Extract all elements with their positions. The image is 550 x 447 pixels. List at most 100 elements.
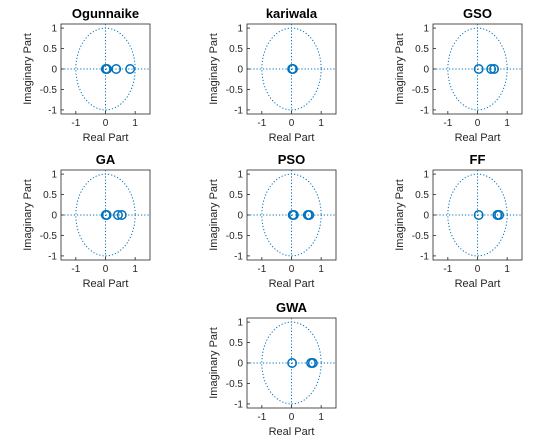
y-axis-label: Imaginary Part <box>22 179 34 251</box>
subplot-title: Ogunnaike <box>72 6 139 21</box>
y-tick-label: 1 <box>51 170 57 181</box>
x-tick-label: 1 <box>504 118 510 129</box>
x-axis-label: Real Part <box>269 132 315 144</box>
y-tick-label: -0.5 <box>226 379 244 390</box>
x-tick-label: -1 <box>443 118 452 129</box>
y-tick-label: 0 <box>423 65 429 76</box>
y-tick-label: 0 <box>237 65 243 76</box>
subplot-title: GSO <box>463 6 492 21</box>
zero-marker <box>116 210 127 220</box>
x-axis-label: Real Part <box>83 132 129 144</box>
subplot-1: -1 0 1 1 0.5 0 -0.5 -1 kariwala Real Part Imaginar… <box>208 6 337 144</box>
y-tick-label: 1 <box>237 170 243 181</box>
y-tick-label: 0.5 <box>43 190 57 201</box>
zero-marker <box>113 210 123 220</box>
zero-marker <box>125 64 136 74</box>
y-tick-label: -0.5 <box>226 231 244 242</box>
subplot-title: GA <box>96 152 116 167</box>
x-tick-label: -1 <box>443 264 452 275</box>
y-tick-label: 0 <box>237 359 243 370</box>
x-tick-label: 1 <box>132 118 138 129</box>
x-axis-label: Real Part <box>455 132 501 144</box>
y-tick-label: 1 <box>51 24 57 35</box>
y-tick-label: 1 <box>423 24 429 35</box>
y-axis-label: Imaginary Part <box>394 33 406 105</box>
zero-marker <box>287 358 298 368</box>
x-tick-label: 0 <box>475 264 481 275</box>
y-tick-label: 0 <box>51 65 57 76</box>
y-tick-label: 0.5 <box>415 44 429 55</box>
x-tick-label: 1 <box>318 118 324 129</box>
y-tick-label: 0.5 <box>229 44 243 55</box>
x-tick-label: -1 <box>257 412 266 423</box>
y-tick-label: 1 <box>237 24 243 35</box>
subplot-5: -1 0 1 1 0.5 0 -0.5 -1 FF Real Part Imaginary Part <box>394 152 523 290</box>
x-tick-label: -1 <box>71 264 80 275</box>
x-tick-label: 0 <box>289 264 295 275</box>
x-tick-label: 1 <box>318 264 324 275</box>
y-tick-label: -0.5 <box>412 231 430 242</box>
y-tick-label: 0.5 <box>415 190 429 201</box>
x-tick-label: 1 <box>318 412 324 423</box>
y-tick-label: -1 <box>48 105 57 116</box>
zero-marker <box>288 210 299 220</box>
x-tick-label: 0 <box>103 118 109 129</box>
zero-marker <box>489 64 500 74</box>
subplot-title: kariwala <box>266 6 318 21</box>
x-axis-label: Real Part <box>83 278 129 290</box>
zero-marker <box>307 358 318 368</box>
y-tick-label: 1 <box>237 318 243 329</box>
x-tick-label: 0 <box>475 118 481 129</box>
subplot-0: -1 0 1 1 0.5 0 -0.5 -1 Ogunnaike Real Part Imagina… <box>22 6 151 144</box>
y-tick-label: 0.5 <box>43 44 57 55</box>
y-tick-label: -1 <box>234 105 243 116</box>
subplot-4: -1 0 1 1 0.5 0 -0.5 -1 PSO Real Part Imaginary Par… <box>208 152 337 290</box>
zero-marker <box>494 210 505 220</box>
x-axis-label: Real Part <box>269 278 315 290</box>
y-axis-label: Imaginary Part <box>208 327 220 399</box>
y-tick-label: 0 <box>237 211 243 222</box>
y-tick-label: -0.5 <box>412 85 430 96</box>
y-tick-label: -1 <box>420 251 429 262</box>
x-axis-label: Real Part <box>269 426 315 438</box>
y-tick-label: 0 <box>423 211 429 222</box>
y-tick-label: 0.5 <box>229 338 243 349</box>
y-axis-label: Imaginary Part <box>394 179 406 251</box>
subplot-title: GWA <box>276 300 308 315</box>
y-tick-label: 0.5 <box>229 190 243 201</box>
y-axis-label: Imaginary Part <box>208 33 220 105</box>
x-tick-label: -1 <box>257 264 266 275</box>
y-axis-label: Imaginary Part <box>22 33 34 105</box>
subplot-title: FF <box>470 152 486 167</box>
x-tick-label: 1 <box>132 264 138 275</box>
zero-marker <box>473 64 484 74</box>
subplot-3: -1 0 1 1 0.5 0 -0.5 -1 GA Real Part Imaginary Part <box>22 152 151 290</box>
x-tick-label: 0 <box>289 118 295 129</box>
x-tick-label: -1 <box>71 118 80 129</box>
x-tick-label: 0 <box>289 412 295 423</box>
y-tick-label: -0.5 <box>40 85 58 96</box>
y-tick-label: 0 <box>51 211 57 222</box>
y-tick-label: -1 <box>420 105 429 116</box>
y-tick-label: -1 <box>234 399 243 410</box>
zero-marker <box>486 64 497 74</box>
zero-marker <box>304 210 315 220</box>
zero-marker <box>111 64 122 74</box>
x-tick-label: 1 <box>504 264 510 275</box>
subplot-title: PSO <box>278 152 305 167</box>
y-tick-label: 1 <box>423 170 429 181</box>
zero-marker <box>288 64 298 74</box>
y-tick-label: -0.5 <box>226 85 244 96</box>
zero-marker <box>102 64 112 74</box>
y-axis-label: Imaginary Part <box>208 179 220 251</box>
y-tick-label: -1 <box>48 251 57 262</box>
x-axis-label: Real Part <box>455 278 501 290</box>
zero-marker <box>473 210 484 220</box>
y-tick-label: -1 <box>234 251 243 262</box>
subplot-2: -1 0 1 1 0.5 0 -0.5 -1 GSO Real Part Imaginary Par… <box>394 6 523 144</box>
x-tick-label: -1 <box>257 118 266 129</box>
y-tick-label: -0.5 <box>40 231 58 242</box>
subplot-6: -1 0 1 1 0.5 0 -0.5 -1 GWA Real Part Imaginary Par… <box>208 300 337 438</box>
x-tick-label: 0 <box>103 264 109 275</box>
